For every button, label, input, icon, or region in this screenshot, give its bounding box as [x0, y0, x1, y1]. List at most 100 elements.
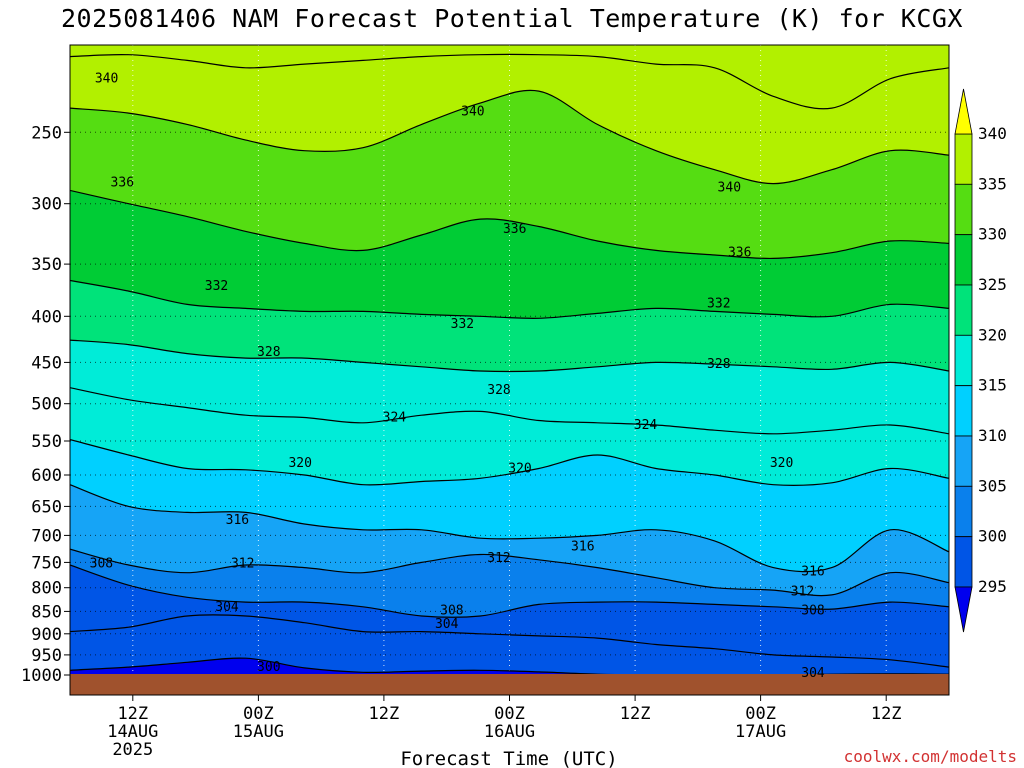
x-tick-label: 00Z	[745, 704, 776, 724]
contour-label: 324	[634, 418, 658, 433]
y-axis: 250 300 350 400 450 500 550 600 650 700 750 800 850 9…	[21, 123, 70, 686]
isentrope-line	[70, 279, 949, 319]
contour-label: 312	[231, 556, 254, 571]
y-tick-label: 1000	[21, 666, 62, 686]
contour-label: 316	[571, 539, 594, 554]
colorbar-label: 315	[978, 376, 1007, 395]
contour-fill	[70, 45, 949, 109]
colorbar-swatch	[954, 234, 973, 286]
colorbar-label: 300	[978, 527, 1007, 546]
contour-label: 320	[770, 456, 793, 471]
contour-label: 320	[288, 456, 311, 471]
contour-label: 300	[257, 660, 280, 675]
contour-label: 304	[215, 600, 239, 615]
colorbar-swatch	[954, 334, 973, 386]
contour-label: 308	[90, 556, 113, 571]
y-tick-label: 950	[31, 646, 62, 666]
colorbar-min-arrow	[954, 586, 973, 633]
isentrope-line	[70, 564, 949, 618]
contour-label: 340	[461, 104, 484, 119]
contour-label: 336	[503, 222, 526, 237]
colorbar-label: 330	[978, 225, 1007, 244]
contour-label: 336	[111, 175, 134, 190]
contour-label: 312	[791, 585, 814, 600]
x-tick-label: 00Z	[243, 704, 274, 724]
y-tick-label: 250	[31, 123, 62, 143]
colorbar-swatch	[954, 183, 973, 236]
contour-labels: 3403363323283243203163123083043003403363…	[90, 72, 825, 681]
colorbar-swatch	[954, 435, 973, 487]
y-tick-label: 800	[31, 579, 62, 599]
y-tick-label: 300	[31, 195, 62, 215]
ground-strip	[70, 674, 949, 695]
isentrope-line	[70, 614, 949, 668]
colorbar: 295 300 305 310 315 320 325 330 335 340	[954, 88, 1007, 633]
y-tick-label: 900	[31, 625, 62, 645]
isentrope-line	[70, 53, 949, 110]
colorbar-swatch	[954, 385, 973, 437]
colorbar-label: 325	[978, 275, 1007, 294]
x-tick-label: 16AUG	[484, 722, 535, 742]
colorbar-swatch	[954, 536, 973, 588]
y-tick-label: 550	[31, 432, 62, 452]
colorbar-label: 340	[978, 124, 1007, 143]
x-tick-label: 17AUG	[735, 722, 786, 742]
isentrope-line	[70, 548, 949, 597]
chart-title: 2025081406 NAM Forecast Potential Temper…	[61, 4, 963, 33]
x-tick-label: 15AUG	[233, 722, 284, 742]
contour-label: 336	[728, 246, 751, 261]
y-tick-label: 700	[31, 526, 62, 546]
y-tick-label: 650	[31, 497, 62, 517]
grid-lines	[70, 45, 949, 675]
contour-label: 316	[801, 565, 824, 580]
credit-text: coolwx.com/modelts	[844, 747, 1017, 766]
y-tick-label: 750	[31, 553, 62, 573]
isentrope-line	[70, 339, 949, 373]
y-tick-label: 850	[31, 602, 62, 622]
contour-label: 304	[801, 666, 825, 681]
y-tick-label: 400	[31, 307, 62, 327]
contour-label: 332	[205, 279, 228, 294]
x-axis-label: Forecast Time (UTC)	[400, 748, 617, 768]
colorbar-max-arrow	[954, 88, 973, 135]
y-tick-label: 600	[31, 466, 62, 486]
isentrope-line	[70, 387, 949, 435]
contour-label: 332	[451, 317, 474, 332]
y-tick-label: 500	[31, 395, 62, 415]
isentrope-line	[70, 439, 949, 486]
colorbar-label: 295	[978, 577, 1007, 596]
colorbar-swatch	[954, 133, 973, 185]
y-tick-label: 450	[31, 353, 62, 373]
contour-label: 340	[95, 72, 118, 87]
x-tick-label: 12Z	[117, 704, 148, 724]
contour-label: 328	[257, 345, 280, 360]
contour-label: 328	[487, 383, 510, 398]
contour-label: 320	[508, 462, 531, 477]
contour-label: 332	[707, 296, 730, 311]
x-tick-label: 12Z	[871, 704, 902, 724]
colorbar-swatch	[954, 485, 973, 537]
x-tick-label: 00Z	[494, 704, 525, 724]
isentrope-line	[70, 189, 949, 260]
x-tick-label: 12Z	[620, 704, 651, 724]
contour-label: 308	[801, 604, 824, 619]
colorbar-label: 305	[978, 476, 1007, 495]
isentrope-line	[70, 484, 949, 573]
colorbar-label: 320	[978, 325, 1007, 344]
x-tick-label: 12Z	[369, 704, 400, 724]
contour-label: 304	[435, 617, 459, 632]
colorbar-label: 310	[978, 426, 1007, 445]
contour-label: 340	[718, 181, 741, 196]
contour-label: 316	[226, 513, 249, 528]
colorbar-swatch	[954, 284, 973, 336]
contour-label: 308	[440, 604, 463, 619]
contour-label: 312	[487, 551, 510, 566]
y-tick-label: 350	[31, 255, 62, 275]
colorbar-label: 335	[978, 174, 1007, 193]
contour-label: 324	[383, 411, 407, 426]
contour-label: 328	[707, 357, 730, 372]
x-tick-label: 14AUG	[107, 722, 158, 742]
x-tick-label: 2025	[112, 740, 153, 760]
